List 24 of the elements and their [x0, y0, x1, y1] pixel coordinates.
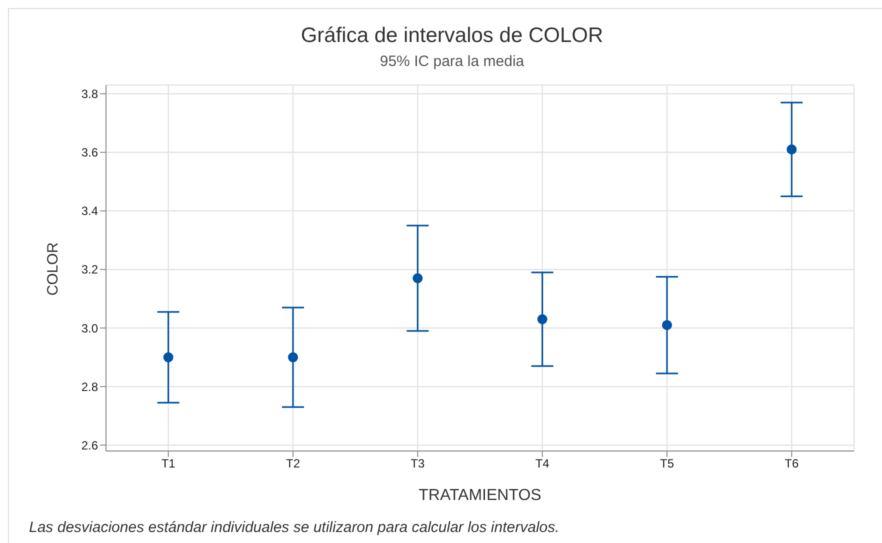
x-tick-label: T6 [784, 456, 799, 471]
text: Las desviaciones estándar individuales se utilizaron para calcular los intervalos. [29, 519, 560, 536]
point [786, 144, 797, 154]
chart-title: Gráfica de intervalos de COLOR [300, 24, 604, 48]
point [662, 320, 672, 330]
y-tick-label: 2.8 [81, 380, 98, 394]
y-tick-label: 3.2 [81, 262, 98, 277]
point [412, 273, 423, 284]
x-tick-label: T5 [660, 456, 674, 471]
point [537, 314, 548, 324]
point [288, 352, 298, 362]
y-tick-label: 3.4 [81, 204, 98, 218]
x-tick-label: T1 [161, 456, 176, 471]
y-tick-label: 2.6 [81, 438, 98, 452]
y-tick-label: 3.6 [81, 146, 98, 160]
x-tick-label: T2 [286, 456, 300, 471]
x-tick-label: T3 [410, 456, 425, 471]
chart-subtitle: 95% IC para la media [378, 53, 526, 70]
x-tick-label: T4 [535, 456, 550, 471]
x-axis-title: TRATAMIENTOS [418, 487, 542, 505]
y-axis-title: COLOR [44, 242, 62, 296]
y-tick-label: 3.8 [81, 87, 98, 102]
y-tick-label: 3.0 [81, 321, 98, 336]
point [163, 352, 174, 362]
